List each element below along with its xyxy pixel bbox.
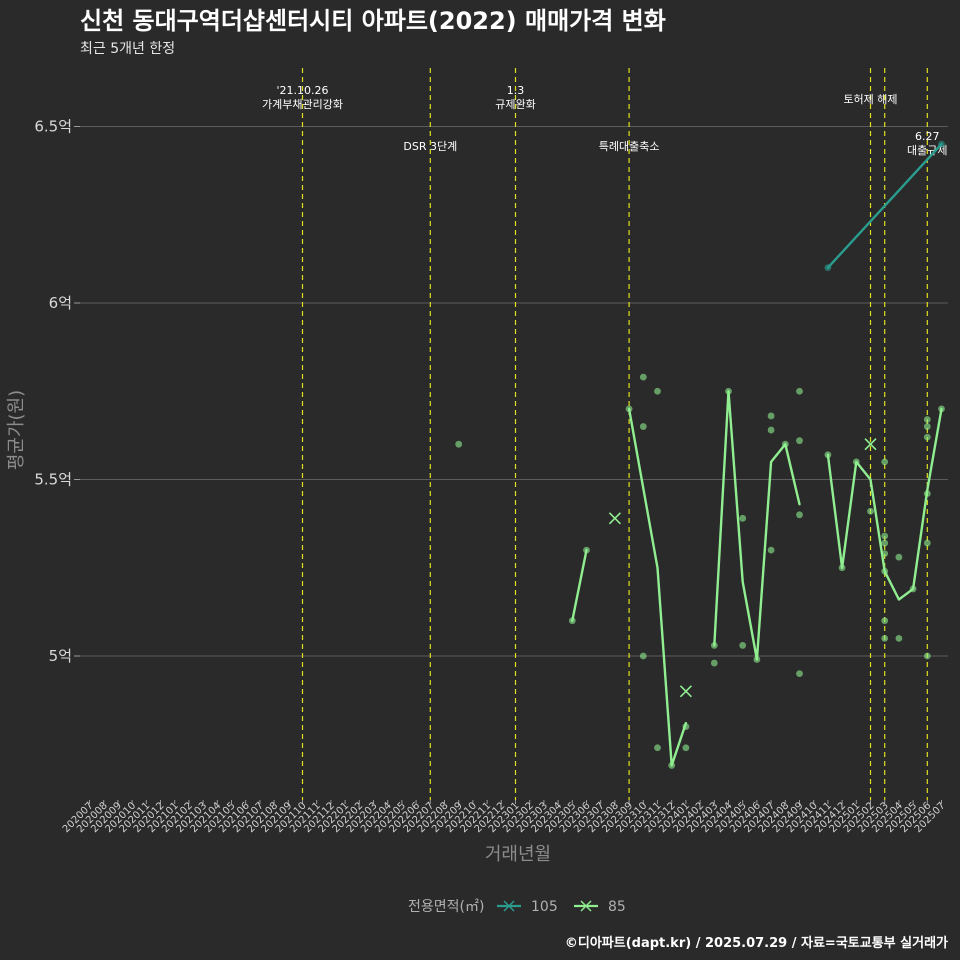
series-85-point [668,762,676,769]
y-axis-label: 평균가(원) [6,390,27,470]
series-85-cancelled-marker [864,438,877,451]
series-85-point [767,426,775,434]
series-85-point [767,412,775,420]
series-85-point [753,656,761,663]
legend-label: 85 [608,899,626,915]
series-85-cancelled-marker [608,512,621,525]
event-label: 특례대출축소 [599,140,660,153]
series-85-point [710,659,718,667]
series-85-point [639,652,647,660]
series-85-point [796,670,803,678]
cancel-stroke [608,512,621,525]
series-85-point [568,617,576,625]
event-label: 6.27 [915,130,940,143]
series-85-point [895,634,903,642]
series-85-avg-line [571,548,588,622]
series-85-point [725,387,732,395]
series-85-cancelled-marker [679,685,692,698]
series-85-point [654,744,661,752]
series-85-point [838,564,846,572]
series-85-point [796,437,803,445]
series-85-point [639,423,647,430]
series-85-point [938,405,945,413]
y-tick-label: 6억 [49,294,72,312]
series-85-point [583,546,590,554]
series-85-point [867,507,874,515]
series-85-point [852,458,860,466]
cancel-stroke [864,438,877,451]
series-85-avg-line [713,390,801,661]
series-105-point [824,264,832,272]
series-85-point [824,451,832,459]
chart-subtitle: 최근 5개년 한정 [80,41,175,57]
series-85-point [895,553,903,561]
series-105-avg-line [826,142,943,269]
series-105-point [938,140,945,148]
series-85-point [682,744,690,752]
series-85-point [923,433,931,441]
series-85-point [796,511,803,519]
grid-layer [80,126,948,657]
chart-title: 신천 동대구역더샵센터시티 아파트(2022) 매매가격 변화 [80,7,666,35]
event-label: 토허제 해제 [843,92,897,106]
series-85-point [923,423,931,430]
series-85-point [923,490,931,498]
series-85-point [923,539,931,547]
legend: 전용면적(㎡) 105 85 [408,899,626,915]
series-85-point [909,585,917,593]
series-85-point [923,652,931,660]
y-tick-label: 6.5억 [34,118,72,136]
y-tick-label: 5억 [49,647,72,665]
series-85-point [654,387,661,395]
series-85-point [710,642,718,649]
series-85-point [881,532,889,540]
series-85-point [881,550,889,558]
series-85-point [781,440,789,448]
series-85-point [682,723,690,730]
legend-label: 105 [531,899,558,915]
source-caption: ©디아파트(dapt.kr) / 2025.07.29 / 자료=국토교통부 실… [565,935,948,951]
series-85-point [881,458,889,466]
x-axis-label: 거래년월 [485,844,551,865]
series-85-point [767,546,775,554]
event-label: 가계부채관리강화 [262,98,343,111]
y-tick-label: 5.5억 [34,471,72,489]
axes-layer: 5억5.5억6억6.5억2020072020082020092020102020… [34,118,947,836]
series-85-avg-line [627,407,688,767]
series-85-point [796,387,803,395]
legend-key-cross [503,900,515,912]
series-85-point [881,634,889,642]
series-85-point [455,440,463,448]
series-85-point [881,567,889,575]
series-85-point [881,617,889,625]
series-layer [455,140,945,769]
legend-title: 전용면적(㎡) [408,899,484,915]
series-85-point [739,642,747,649]
series-85-point [739,514,747,522]
series-85-point [639,373,647,381]
series-85-point [923,416,931,423]
series-85-point [625,405,633,413]
event-label: 규제완화 [495,98,535,111]
event-label: DSR 3단계 [403,140,457,153]
event-label: '21.10.26 [276,84,328,97]
cancel-stroke [679,685,692,698]
series-85-point [881,539,889,547]
event-label: 1.3 [507,84,525,97]
legend-key-cross [580,900,592,912]
